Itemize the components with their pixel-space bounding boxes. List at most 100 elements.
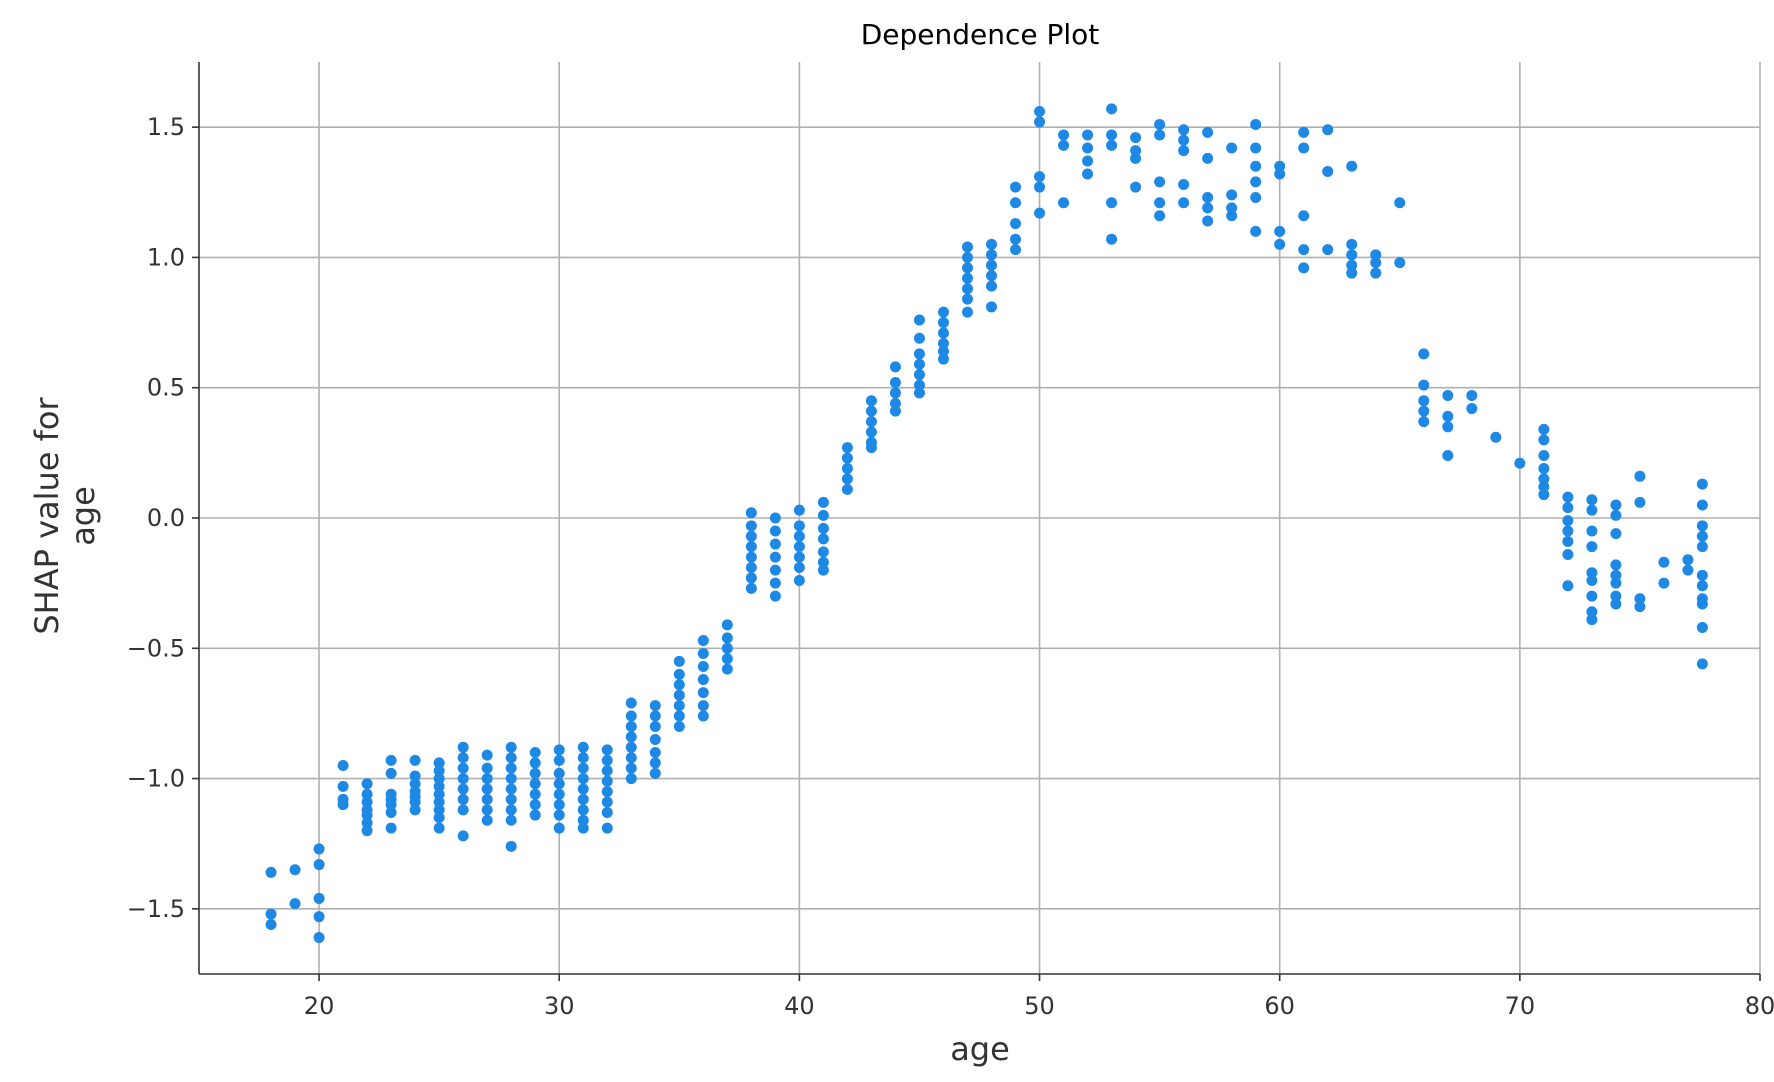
data-point xyxy=(937,345,949,357)
data-point xyxy=(697,647,709,659)
data-point xyxy=(1696,541,1708,553)
data-point xyxy=(793,575,805,587)
data-point xyxy=(529,778,541,790)
data-point xyxy=(1442,449,1454,461)
data-point xyxy=(1154,176,1166,188)
data-point xyxy=(1562,525,1574,537)
data-point xyxy=(577,752,589,764)
data-point xyxy=(505,840,517,852)
data-point xyxy=(889,377,901,389)
data-point xyxy=(1370,267,1382,279)
data-point xyxy=(385,799,397,811)
data-point xyxy=(625,710,637,722)
data-point xyxy=(1034,181,1046,193)
data-point xyxy=(1586,494,1598,506)
data-point xyxy=(457,752,469,764)
data-point xyxy=(1696,598,1708,610)
data-point xyxy=(1682,554,1694,566)
data-point xyxy=(529,788,541,800)
data-point xyxy=(505,762,517,774)
data-point xyxy=(1466,390,1478,402)
data-point xyxy=(1058,197,1070,209)
data-point xyxy=(1106,139,1118,151)
data-point xyxy=(913,332,925,344)
data-point xyxy=(457,783,469,795)
y-tick-label: 1.0 xyxy=(147,243,185,271)
data-point xyxy=(1010,181,1022,193)
data-point xyxy=(337,799,349,811)
data-point xyxy=(481,762,493,774)
data-point xyxy=(1202,215,1214,227)
data-point xyxy=(313,843,325,855)
data-point xyxy=(1298,126,1310,138)
data-point xyxy=(1106,197,1118,209)
data-point xyxy=(1226,202,1238,214)
data-point xyxy=(817,546,829,558)
y-axis-ticks: −1.5 −1.0 −0.5 0.0 0.5 1.0 1.5 xyxy=(127,113,199,923)
data-point xyxy=(986,238,998,250)
data-point xyxy=(625,697,637,709)
data-point xyxy=(577,814,589,826)
data-point xyxy=(601,754,613,766)
data-point xyxy=(913,379,925,391)
data-point xyxy=(457,773,469,785)
data-point xyxy=(1130,132,1142,144)
data-point xyxy=(673,668,685,680)
data-point xyxy=(1658,556,1670,568)
data-point xyxy=(769,551,781,563)
data-point xyxy=(1154,129,1166,141)
data-point xyxy=(817,509,829,521)
data-point xyxy=(721,619,733,631)
data-point xyxy=(481,773,493,785)
data-point xyxy=(1696,478,1708,490)
data-point xyxy=(1250,119,1262,131)
data-point xyxy=(721,653,733,665)
data-point xyxy=(793,551,805,563)
data-point xyxy=(937,337,949,349)
data-point xyxy=(1010,233,1022,245)
data-point xyxy=(841,442,853,454)
data-point xyxy=(1466,403,1478,415)
data-point xyxy=(1538,489,1550,501)
data-point xyxy=(1250,176,1262,188)
data-point xyxy=(986,249,998,261)
data-point xyxy=(745,541,757,553)
data-point xyxy=(1130,181,1142,193)
data-point xyxy=(1298,142,1310,154)
data-point xyxy=(961,262,973,274)
data-point xyxy=(553,822,565,834)
data-point xyxy=(1514,457,1526,469)
data-point xyxy=(625,773,637,785)
x-tick-label: 60 xyxy=(1264,992,1295,1020)
data-point xyxy=(337,780,349,792)
data-point xyxy=(1610,559,1622,571)
data-point xyxy=(697,634,709,646)
data-point xyxy=(745,572,757,584)
data-point xyxy=(913,387,925,399)
data-point xyxy=(1322,165,1334,177)
data-point xyxy=(889,397,901,409)
data-point xyxy=(841,483,853,495)
y-axis-label-line: SHAP value for xyxy=(28,397,66,635)
y-axis-label-line: age xyxy=(64,486,102,546)
data-point xyxy=(1562,502,1574,514)
data-point xyxy=(697,700,709,712)
data-point xyxy=(1418,395,1430,407)
data-point xyxy=(625,731,637,743)
data-point xyxy=(385,806,397,818)
data-point xyxy=(769,590,781,602)
data-point xyxy=(577,741,589,753)
data-point xyxy=(673,710,685,722)
data-point xyxy=(986,280,998,292)
data-point xyxy=(913,358,925,370)
data-point xyxy=(961,251,973,263)
data-point xyxy=(529,757,541,769)
data-point xyxy=(1696,658,1708,670)
data-point xyxy=(385,754,397,766)
data-point xyxy=(769,564,781,576)
data-point xyxy=(841,473,853,485)
data-point xyxy=(433,796,445,808)
data-point xyxy=(1178,178,1190,190)
data-point xyxy=(1346,160,1358,172)
x-tick-label: 70 xyxy=(1505,992,1536,1020)
